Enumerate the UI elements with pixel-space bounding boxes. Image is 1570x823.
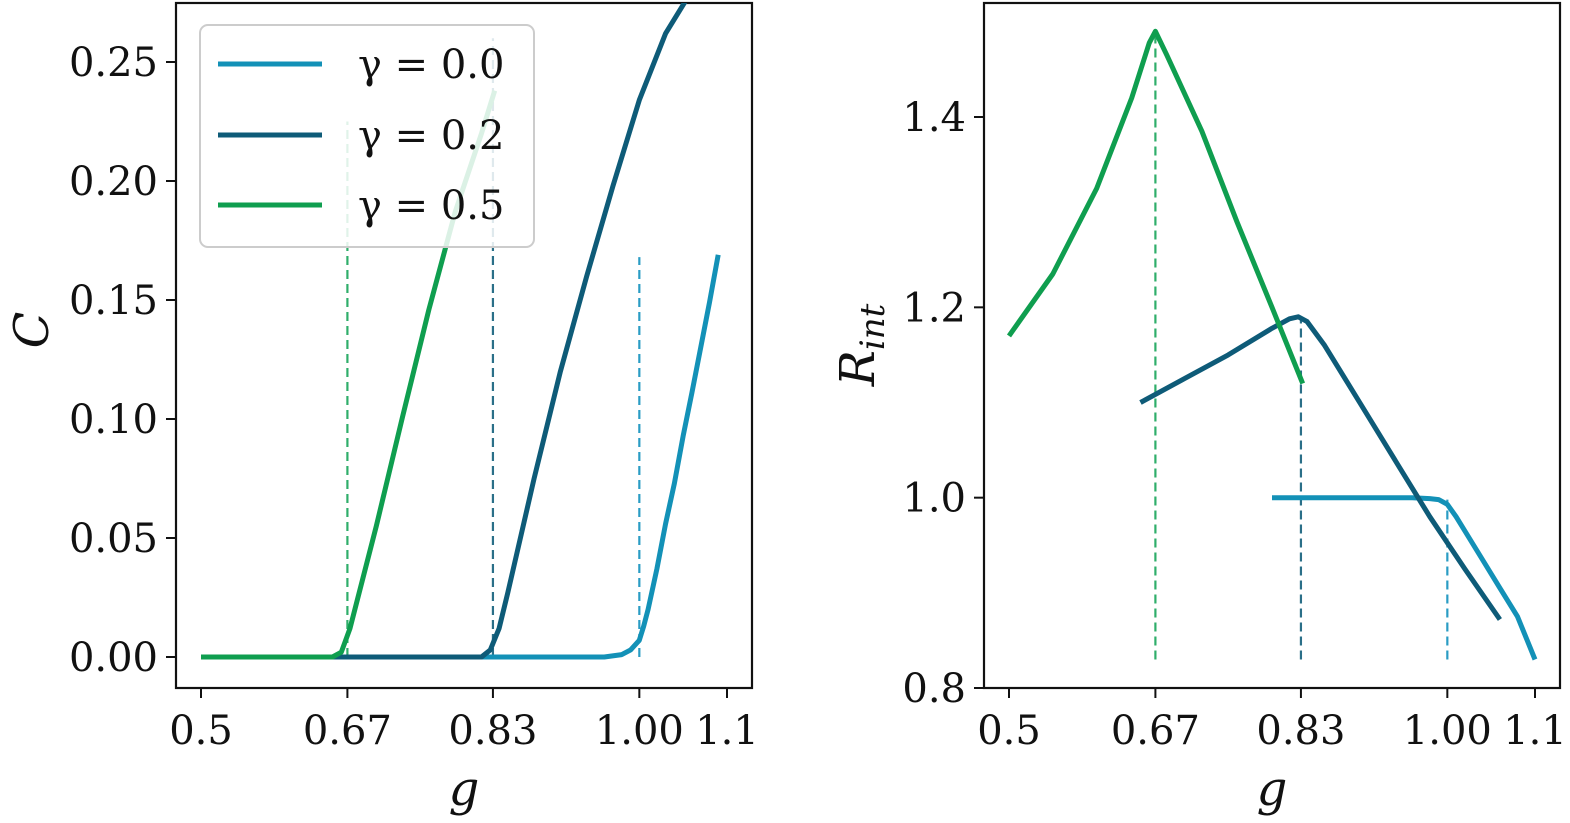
legend-box — [199, 24, 535, 248]
left-x-tick-label-0-83: 0.83 — [448, 708, 537, 754]
right-y-tick-label-1-0: 1.0 — [902, 476, 966, 522]
left-panel-c-vs-g: 0.5 0.67 0.83 1.00 1.1 0.000.050.100.150.200… — [4, 1, 759, 817]
left-y-tick-label-0-25: 0.25 — [69, 40, 158, 86]
left-y-tick-label-0-20: 0.20 — [69, 159, 158, 205]
left-x-tick-label-1-00: 1.00 — [595, 708, 684, 754]
right-series-0-5 — [1006, 28, 1306, 385]
left-y-tick-label-0-15: 0.15 — [69, 278, 158, 324]
right-series-0-2 — [1139, 314, 1502, 621]
right-y-ticks: 0.8 1.0 1.2 1.4 — [902, 95, 984, 712]
right-y-tick-label-1-4: 1.4 — [902, 95, 966, 141]
right-x-axis-label: g — [1257, 761, 1288, 817]
right-x-ticks: 0.5 0.67 0.83 1.00 1.1 — [977, 688, 1567, 754]
right-y-axis-label: Rint — [830, 303, 893, 387]
right-series-0-0 — [1272, 495, 1538, 661]
legend-label-0-5: γ = 0.5 — [358, 183, 504, 229]
left-x-tick-label-1-1: 1.1 — [695, 708, 759, 754]
left-x-ticks: 0.5 0.67 0.83 1.00 1.1 — [169, 688, 759, 754]
legend-label-0-2: γ = 0.2 — [358, 113, 504, 159]
right-plot-frame — [982, 1, 1562, 690]
left-x-tick-label-0-67: 0.67 — [303, 708, 392, 754]
right-x-tick-label-0-67: 0.67 — [1111, 708, 1200, 754]
left-y-axis-label: C — [4, 312, 60, 349]
left-x-tick-label-0-5: 0.5 — [169, 708, 233, 754]
right-y-tick-label-1-2: 1.2 — [902, 285, 966, 331]
left-plot-frame — [174, 1, 754, 690]
right-y-label-sub: int — [853, 303, 893, 350]
right-y-tick-label-0-8: 0.8 — [902, 666, 966, 712]
left-series-0-0 — [201, 254, 721, 660]
left-y-tick-label-0-00: 0.00 — [69, 635, 158, 681]
left-y-tick-label-0-05: 0.05 — [69, 516, 158, 562]
right-y-label-main: R — [830, 350, 886, 387]
left-y-ticks: 0.00 0.05 0.10 0.15 0.20 0.25 — [69, 40, 176, 681]
legend-items: γ = 0.0 γ = 0.2 γ = 0.5 — [218, 42, 504, 229]
legend: γ = 0.0 γ = 0.2 γ = 0.5 — [199, 24, 535, 248]
right-x-tick-label-0-5: 0.5 — [977, 708, 1041, 754]
left-critical-lines — [346, 38, 641, 657]
right-panel-rint-vs-g: 0.5 0.67 0.83 1.00 1.1 0.8 1.0 1.2 1.4 g Rint — [830, 1, 1567, 817]
right-x-tick-label-1-1: 1.1 — [1503, 708, 1567, 754]
right-series-lines — [1006, 28, 1538, 661]
left-x-axis-label: g — [449, 761, 480, 817]
left-series-0-2 — [201, 3, 688, 660]
right-x-tick-label-0-83: 0.83 — [1256, 708, 1345, 754]
legend-label-0-0: γ = 0.0 — [358, 42, 504, 88]
left-y-tick-label-0-10: 0.10 — [69, 397, 158, 443]
right-x-tick-label-1-00: 1.00 — [1403, 708, 1492, 754]
